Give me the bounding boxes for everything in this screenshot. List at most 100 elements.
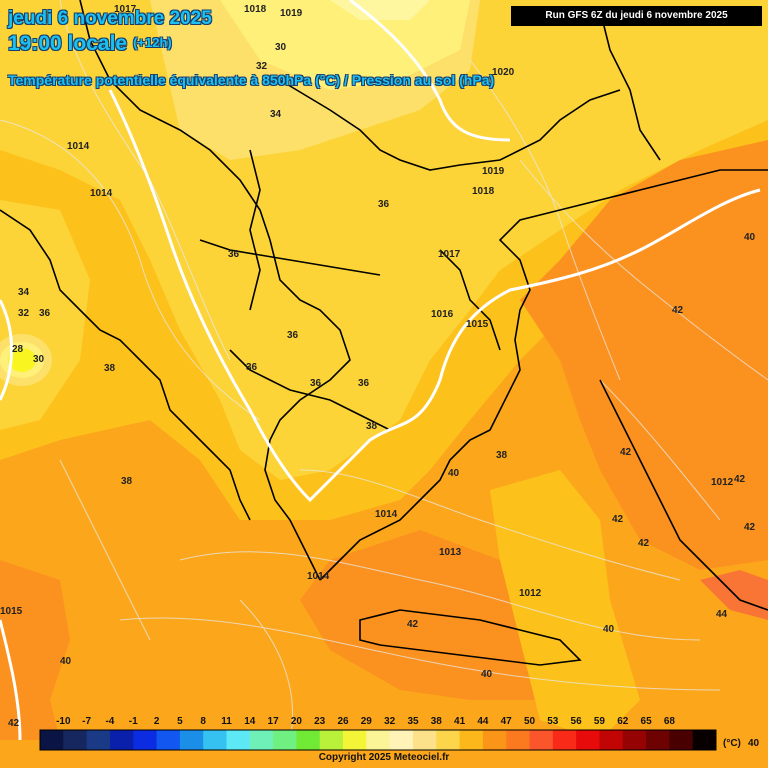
temp-label: 38 <box>104 363 116 374</box>
scale-tick-label: 14 <box>244 716 256 727</box>
scale-tick-label: 26 <box>337 716 349 727</box>
scale-tick-label: 11 <box>221 716 232 727</box>
temp-label: 34 <box>270 109 282 120</box>
scale-tick-label: 65 <box>641 716 653 727</box>
scale-tick-label: 29 <box>361 716 373 727</box>
scale-tick-label: 23 <box>314 716 326 727</box>
scale-swatch <box>133 730 158 750</box>
scale-swatch <box>179 730 204 750</box>
scale-tick-label: -4 <box>105 716 114 727</box>
scale-swatch <box>273 730 297 750</box>
scale-swatch <box>343 730 367 750</box>
scale-swatch <box>692 730 717 750</box>
scale-tick-label: 35 <box>407 716 419 727</box>
temp-label: 38 <box>366 421 378 432</box>
scale-border <box>39 729 717 751</box>
scale-swatch <box>63 730 88 750</box>
pressure-label: 1019 <box>482 166 505 177</box>
pressure-label: 1012 <box>519 588 542 599</box>
scale-swatch <box>599 730 624 750</box>
scale-tick-label: 50 <box>524 716 536 727</box>
scale-swatch <box>412 730 437 750</box>
temp-label: 42 <box>8 718 20 729</box>
scale-tick-label: 5 <box>177 716 183 727</box>
scale-tick-label: 32 <box>384 716 396 727</box>
temp-label: 36 <box>358 378 370 389</box>
temp-label: 42 <box>612 514 624 525</box>
scale-swatch <box>389 730 414 750</box>
temp-label: 34 <box>18 287 30 298</box>
temp-label: 36 <box>378 199 390 210</box>
pressure-label: 1016 <box>431 309 454 320</box>
temp-label: 30 <box>275 42 287 53</box>
scale-tick-label: 56 <box>571 716 583 727</box>
temp-label: 40 <box>603 624 615 635</box>
time-offset: (+12h) <box>133 35 172 50</box>
pressure-label: 1014 <box>375 509 398 520</box>
scale-swatch <box>506 730 531 750</box>
temp-label: 30 <box>33 354 45 365</box>
coastlines <box>0 0 768 666</box>
scale-swatch <box>109 730 134 750</box>
temp-label: 40 <box>448 468 460 479</box>
scale-tick-label: 41 <box>454 716 466 727</box>
copyright: Copyright 2025 Meteociel.fr <box>318 752 450 763</box>
temperature-labels: 34 36 36 36 36 36 36 38 38 38 38 40 42 4… <box>8 42 756 729</box>
scale-tick-label: -10 <box>56 716 71 727</box>
scale-swatch <box>622 730 647 750</box>
temp-label: 36 <box>310 378 322 389</box>
scale-unit: (°C) <box>723 738 741 749</box>
pressure-label: 1012 <box>711 477 734 488</box>
temp-label: 40 <box>60 656 72 667</box>
scale-swatch <box>646 730 670 750</box>
scale-swatch <box>482 730 507 750</box>
scale-tick-label: 59 <box>594 716 606 727</box>
scale-swatch <box>669 730 694 750</box>
temp-label: 40 <box>481 669 493 680</box>
temp-label: 42 <box>407 619 419 630</box>
scale-swatch <box>319 730 344 750</box>
scale-swatch <box>436 730 461 750</box>
color-scale <box>39 729 717 751</box>
pressure-label: 1019 <box>280 8 303 19</box>
forecast-time: 19:00 locale (+12h) <box>8 32 172 56</box>
pressure-label: 1014 <box>67 141 90 152</box>
temp-label: 44 <box>716 609 728 620</box>
temp-label: 28 <box>12 344 24 355</box>
pressure-label: 1018 <box>244 4 267 15</box>
band-38-adriatic <box>90 200 150 400</box>
scale-swatch <box>249 730 274 750</box>
scale-tick-label: 53 <box>547 716 559 727</box>
scale-tick-label: 47 <box>501 716 513 727</box>
scale-swatch <box>203 730 227 750</box>
scale-swatch <box>156 730 181 750</box>
scale-swatch <box>576 730 600 750</box>
scale-tick-label: 62 <box>617 716 629 727</box>
scale-swatch <box>40 730 64 750</box>
temp-label: 38 <box>121 476 133 487</box>
scale-swatch <box>459 730 484 750</box>
scale-tick-label: 20 <box>291 716 303 727</box>
temp-label: 42 <box>620 447 632 458</box>
band-32 <box>220 0 470 90</box>
time-value: 19:00 locale <box>8 32 128 55</box>
forecast-date: jeudi 6 novembre 2025 <box>8 8 212 29</box>
pressure-label: 1014 <box>307 571 330 582</box>
main-isobars <box>0 0 761 741</box>
band-38-aegean <box>490 470 640 740</box>
pressure-label: 1017 <box>114 4 137 15</box>
pressure-label: 1018 <box>472 186 495 197</box>
scale-tick-label: 38 <box>431 716 443 727</box>
temp-label: 42 <box>744 522 756 533</box>
scale-tick-label: 2 <box>154 716 160 727</box>
temp-label: 32 <box>256 61 268 72</box>
pressure-labels: 1017 1018 1019 1014 1014 1020 1019 1018 … <box>0 4 734 617</box>
pressure-label: 1015 <box>0 606 23 617</box>
scale-swatch <box>552 730 577 750</box>
temp-label: 42 <box>672 305 684 316</box>
band-42-east <box>520 140 768 570</box>
scale-tick-label: 44 <box>477 716 489 727</box>
temp-label: 38 <box>496 450 508 461</box>
scale-tick-label: 17 <box>268 716 280 727</box>
